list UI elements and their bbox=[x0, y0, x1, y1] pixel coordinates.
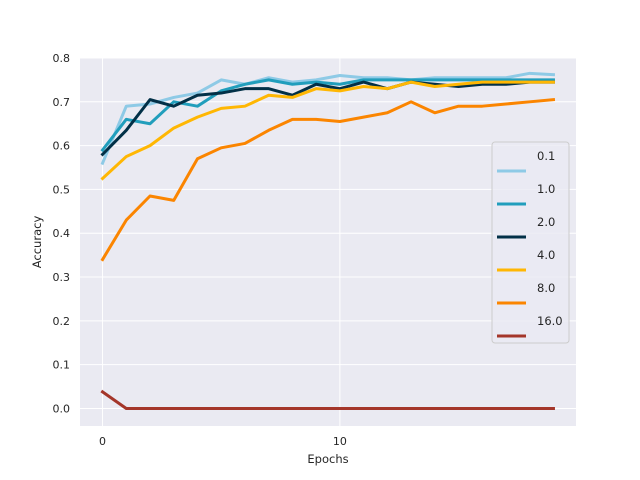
x-gridlines bbox=[102, 58, 341, 426]
legend: 0.1 1.0 2.0 4.0 8.0 16.0 bbox=[491, 141, 570, 344]
series-line-4-0 bbox=[100, 80, 555, 181]
y-tick-label: 0.4 bbox=[53, 227, 71, 240]
x-tick-labels: 0 10 bbox=[99, 435, 347, 448]
series-lines bbox=[100, 71, 556, 410]
x-tick-label: 0 bbox=[99, 435, 106, 448]
y-tick-labels: 0.0 0.1 0.2 0.3 0.4 0.5 0.6 0.7 0.8 bbox=[53, 52, 71, 415]
series-line-2-0 bbox=[100, 80, 555, 157]
y-tick-label: 0.2 bbox=[53, 315, 71, 328]
y-tick-label: 0.7 bbox=[53, 96, 71, 109]
y-tick-label: 0.6 bbox=[53, 140, 71, 153]
y-tick-label: 0.1 bbox=[53, 359, 71, 372]
series-line-0-1 bbox=[100, 71, 556, 166]
legend-label: 16.0 bbox=[537, 314, 563, 328]
legend-label: 1.0 bbox=[537, 182, 555, 196]
x-tick-label: 10 bbox=[333, 435, 347, 448]
y-axis-label: Accuracy bbox=[30, 216, 44, 269]
series-line-1-0 bbox=[100, 78, 555, 153]
x-axis-label: Epochs bbox=[307, 452, 348, 466]
legend-label: 8.0 bbox=[537, 281, 555, 295]
series-line-8-0 bbox=[100, 97, 556, 262]
legend-frame bbox=[491, 141, 570, 344]
legend-label: 4.0 bbox=[537, 248, 555, 262]
legend-label: 2.0 bbox=[537, 215, 555, 229]
y-tick-label: 0.8 bbox=[53, 52, 71, 65]
legend-label: 0.1 bbox=[537, 149, 555, 163]
y-tick-label: 0.3 bbox=[53, 271, 71, 284]
y-tick-label: 0.0 bbox=[53, 402, 71, 415]
series-line-16-0 bbox=[100, 389, 555, 410]
y-tick-label: 0.5 bbox=[53, 183, 71, 196]
